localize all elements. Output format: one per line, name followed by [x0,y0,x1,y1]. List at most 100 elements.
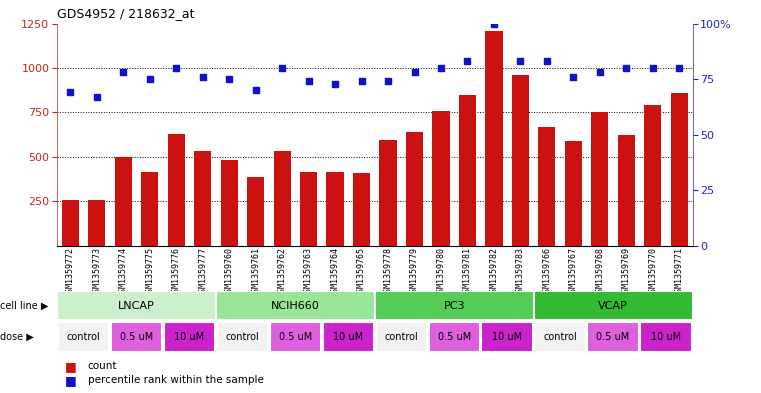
Bar [216,291,374,320]
Text: GSM1359775: GSM1359775 [145,247,154,297]
Text: GSM1359776: GSM1359776 [172,247,180,297]
Point [382,78,394,84]
Bar [534,322,586,352]
Bar [300,172,317,246]
Text: dose ▶: dose ▶ [0,332,33,342]
Point [355,78,368,84]
Text: control: control [543,332,577,342]
Point [170,65,183,71]
Bar [221,160,237,246]
Text: control: control [384,332,418,342]
Bar [482,322,533,352]
Bar [640,322,692,352]
Text: GSM1359760: GSM1359760 [224,247,234,297]
Bar [618,134,635,246]
Point [567,74,579,80]
Bar [459,95,476,246]
Text: GSM1359768: GSM1359768 [595,247,604,297]
Bar [58,322,110,352]
Text: GSM1359765: GSM1359765 [357,247,366,297]
Text: percentile rank within the sample: percentile rank within the sample [88,375,263,385]
Bar [247,177,264,246]
Bar [323,322,374,352]
Bar [538,127,556,246]
Point [144,76,156,82]
Bar [217,322,268,352]
Text: ■: ■ [65,360,76,373]
Point [594,69,606,75]
Text: GSM1359781: GSM1359781 [463,247,472,297]
Bar [88,200,105,246]
Bar [326,172,344,246]
Bar [428,322,480,352]
Point [196,74,209,80]
Text: LNCAP: LNCAP [118,301,155,310]
Point [276,65,288,71]
Bar [565,141,582,246]
Text: VCAP: VCAP [598,301,628,310]
Bar [167,134,185,246]
Bar [432,110,450,246]
Point [223,76,235,82]
Point [435,65,447,71]
Text: GSM1359763: GSM1359763 [304,247,313,297]
Point [250,87,262,93]
Bar [380,140,396,246]
Text: 10 uM: 10 uM [174,332,205,342]
Bar [194,151,212,246]
Text: count: count [88,361,117,371]
Point [91,94,103,100]
Point [461,58,473,64]
Text: NCIH660: NCIH660 [271,301,320,310]
Text: GSM1359767: GSM1359767 [569,247,578,297]
Text: GSM1359774: GSM1359774 [119,247,128,297]
Text: control: control [67,332,100,342]
Text: GDS4952 / 218632_at: GDS4952 / 218632_at [57,7,195,20]
Text: GSM1359769: GSM1359769 [622,247,631,297]
Text: cell line ▶: cell line ▶ [0,301,49,310]
Bar [374,291,533,320]
Bar [587,322,638,352]
Bar [486,31,502,246]
Text: 0.5 uM: 0.5 uM [597,332,629,342]
Bar [273,151,291,246]
Point [647,65,659,71]
Bar [533,291,693,320]
Bar [57,291,216,320]
Text: 0.5 uM: 0.5 uM [438,332,471,342]
Bar [115,157,132,246]
Point [673,65,686,71]
Bar [670,93,688,246]
Bar [645,105,661,246]
Point [514,58,527,64]
Point [488,20,500,27]
Point [117,69,129,75]
Text: GSM1359780: GSM1359780 [437,247,445,297]
Text: GSM1359766: GSM1359766 [543,247,552,297]
Text: 10 uM: 10 uM [651,332,681,342]
Bar [141,172,158,246]
Bar [376,322,427,352]
Text: PC3: PC3 [444,301,465,310]
Text: 10 uM: 10 uM [333,332,364,342]
Point [64,89,76,95]
Bar [62,200,79,246]
Bar [269,322,321,352]
Point [620,65,632,71]
Bar [406,132,423,246]
Text: GSM1359771: GSM1359771 [675,247,684,297]
Text: GSM1359764: GSM1359764 [330,247,339,297]
Text: GSM1359783: GSM1359783 [516,247,525,297]
Text: GSM1359779: GSM1359779 [410,247,419,297]
Text: GSM1359778: GSM1359778 [384,247,393,297]
Text: GSM1359782: GSM1359782 [489,247,498,297]
Point [541,58,553,64]
Text: 10 uM: 10 uM [492,332,522,342]
Text: ■: ■ [65,374,76,387]
Text: GSM1359777: GSM1359777 [198,247,207,297]
Bar [353,173,370,246]
Text: 0.5 uM: 0.5 uM [279,332,312,342]
Text: GSM1359770: GSM1359770 [648,247,658,297]
Bar [591,112,609,246]
Text: control: control [225,332,260,342]
